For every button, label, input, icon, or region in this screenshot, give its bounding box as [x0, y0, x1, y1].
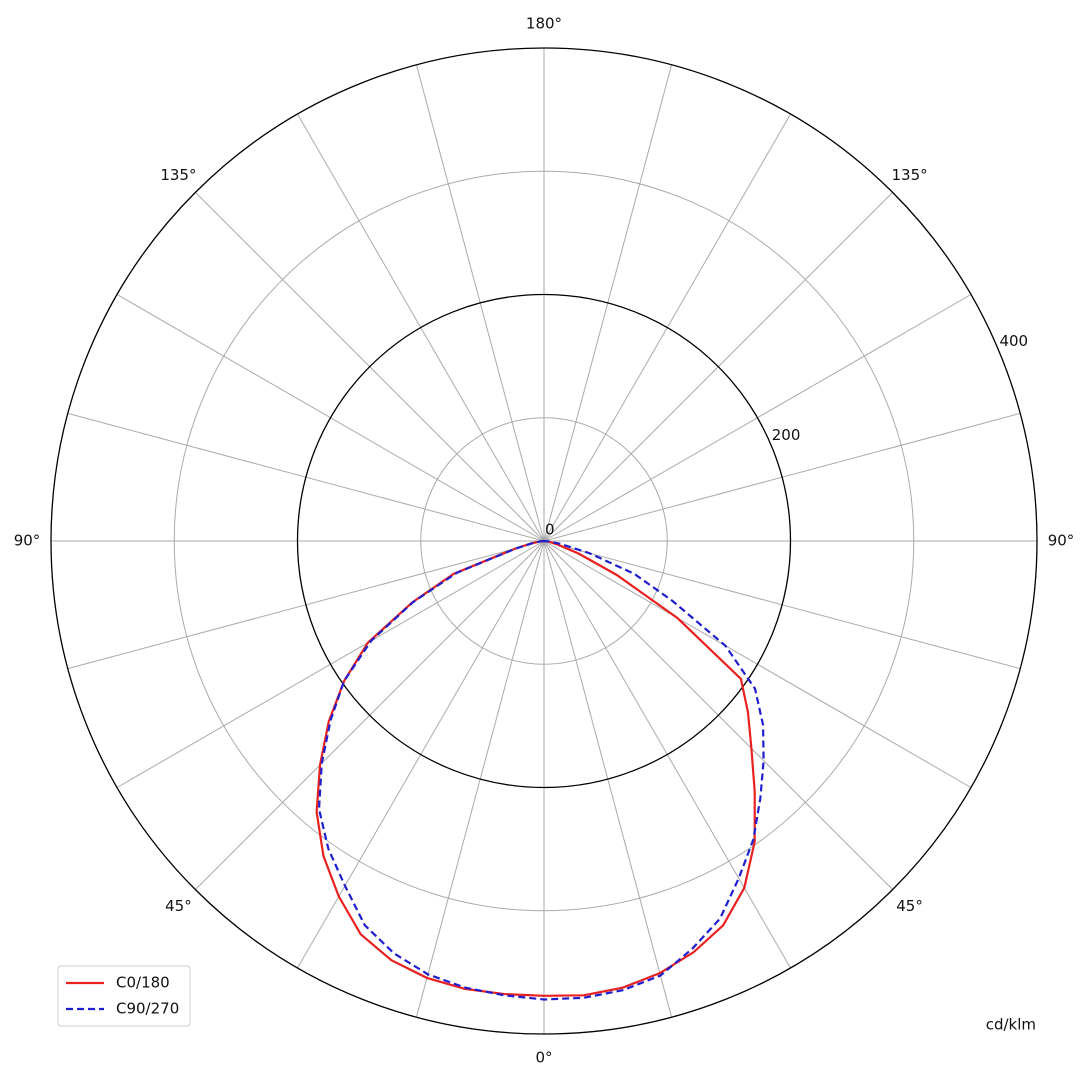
r-tick-label: 400	[999, 332, 1028, 350]
grid-ring-major	[296, 293, 792, 789]
legend-label: C0/180	[116, 974, 170, 992]
theta-tick-label: 180°	[526, 15, 562, 33]
legend-box	[57, 965, 191, 1027]
theta-tick-label: 135°	[892, 166, 928, 184]
theta-tick-label: 45°	[165, 897, 192, 915]
theta-tick-label: 0°	[535, 1049, 552, 1067]
unit-label: cd/klm	[986, 1016, 1036, 1034]
theta-tick-label: 45°	[896, 897, 923, 915]
theta-tick-label: 90°	[1048, 532, 1075, 550]
theta-tick-label: 90°	[14, 532, 41, 550]
legend: C0/180 C90/270	[57, 965, 191, 1027]
series-line	[315, 539, 756, 997]
series-line	[317, 539, 765, 1001]
r-tick-label: 200	[772, 426, 801, 444]
theta-tick-label: 135°	[160, 166, 196, 184]
legend-label: C90/270	[116, 1000, 179, 1018]
grid-ring-major	[50, 47, 1038, 1035]
r-tick-label: 0	[545, 521, 555, 539]
